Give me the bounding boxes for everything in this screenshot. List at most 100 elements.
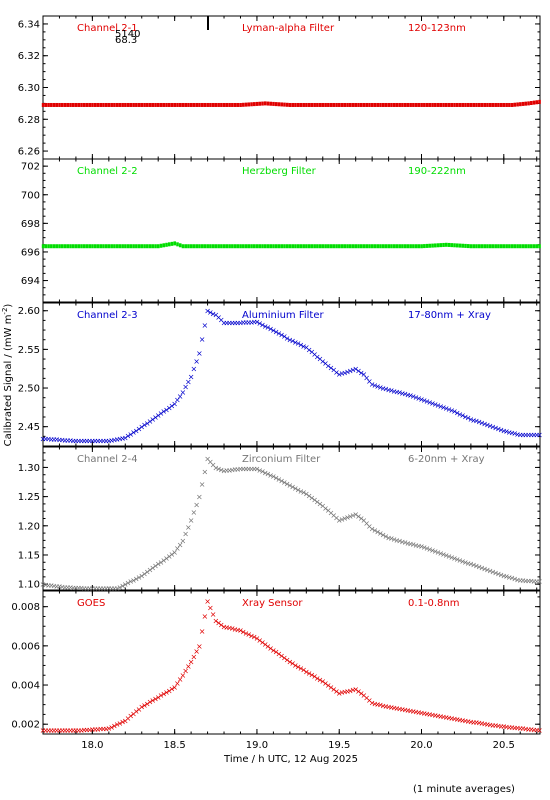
data-point	[55, 244, 59, 249]
data-point	[409, 244, 412, 249]
panel-frame	[42, 446, 541, 591]
data-point: ×	[210, 309, 217, 318]
data-point	[115, 244, 119, 249]
y-tick-label: 6.28	[18, 115, 40, 126]
y-tick-label: 0.004	[11, 681, 40, 692]
data-point	[466, 102, 470, 107]
data-point: ×	[481, 419, 488, 428]
data-point	[115, 102, 119, 107]
data-point: ×	[229, 318, 236, 327]
data-point: ×	[446, 405, 453, 414]
data-point: ×	[191, 508, 198, 517]
data-point: ×	[536, 726, 543, 735]
data-point	[167, 102, 171, 107]
data-point: ×	[500, 571, 507, 580]
data-point: ×	[418, 542, 425, 551]
data-point: ×	[325, 681, 332, 690]
data-point: ×	[97, 725, 104, 734]
data-point	[222, 102, 226, 107]
data-point: ×	[306, 345, 313, 354]
data-point: ×	[138, 423, 145, 432]
data-point: ×	[130, 709, 137, 718]
data-point: ×	[84, 725, 91, 734]
data-point	[414, 244, 418, 249]
data-point: ×	[330, 366, 337, 375]
data-point	[203, 102, 207, 107]
data-point: ×	[130, 576, 137, 585]
data-point	[431, 243, 434, 248]
data-point	[458, 243, 462, 248]
data-point: ×	[355, 512, 362, 521]
data-point	[82, 102, 86, 107]
data-point: ×	[355, 367, 362, 376]
data-point: ×	[470, 416, 477, 425]
data-point: ×	[421, 709, 428, 718]
data-point	[384, 244, 388, 249]
data-point: ×	[407, 391, 414, 400]
data-point: ×	[498, 570, 505, 579]
data-point	[436, 102, 440, 107]
data-point: ×	[229, 465, 236, 474]
data-point	[310, 102, 314, 107]
data-point	[44, 244, 48, 249]
data-point: ×	[454, 715, 461, 724]
data-point: ×	[448, 553, 455, 562]
data-point	[126, 244, 130, 249]
data-point: ×	[75, 437, 82, 446]
data-point	[104, 102, 108, 107]
data-point: ×	[92, 437, 99, 446]
data-point	[294, 102, 297, 107]
data-point: ×	[520, 724, 527, 733]
data-point	[365, 102, 369, 107]
data-point	[335, 244, 338, 249]
data-point: ×	[199, 480, 206, 489]
data-point: ×	[254, 634, 261, 643]
y-tick-label: 0.006	[11, 641, 40, 652]
data-point	[348, 102, 352, 107]
data-point	[159, 102, 163, 107]
data-point: ×	[204, 597, 211, 606]
data-point	[346, 244, 349, 249]
data-point	[403, 244, 407, 249]
data-point: ×	[45, 581, 52, 590]
data-point	[132, 102, 135, 107]
data-point: ×	[166, 552, 173, 561]
data-point	[469, 244, 473, 249]
y-tick-label: 1.25	[18, 492, 40, 503]
data-point: ×	[536, 430, 543, 439]
data-point: ×	[429, 546, 436, 555]
data-point	[370, 102, 374, 107]
data-point: ×	[136, 424, 143, 433]
data-point	[77, 244, 81, 249]
data-point	[491, 244, 495, 249]
data-point: ×	[73, 583, 80, 592]
data-point: ×	[133, 707, 140, 716]
data-point	[192, 102, 196, 107]
data-point: ×	[248, 318, 255, 327]
data-point: ×	[487, 721, 494, 730]
data-point: ×	[528, 577, 535, 586]
data-point: ×	[81, 437, 88, 446]
data-point	[47, 102, 50, 107]
data-point: ×	[265, 470, 272, 479]
data-point	[192, 244, 196, 249]
data-point: ×	[429, 399, 436, 408]
data-point	[305, 244, 308, 249]
data-point: ×	[292, 661, 299, 670]
data-point: ×	[479, 719, 486, 728]
data-point: ×	[152, 694, 159, 703]
data-point	[217, 102, 220, 107]
data-point: ×	[256, 636, 263, 645]
data-point	[69, 244, 72, 249]
data-point	[124, 244, 127, 249]
data-point: ×	[396, 388, 403, 397]
data-point	[263, 101, 267, 106]
data-point	[252, 102, 256, 107]
data-point	[362, 244, 366, 249]
data-point	[461, 243, 465, 248]
data-point: ×	[462, 412, 469, 421]
data-point: ×	[116, 719, 123, 728]
data-point	[165, 102, 168, 107]
data-point: ×	[336, 689, 343, 698]
panel-5: 0.0020.0040.0060.008××××××××××××××××××××…	[11, 590, 543, 735]
